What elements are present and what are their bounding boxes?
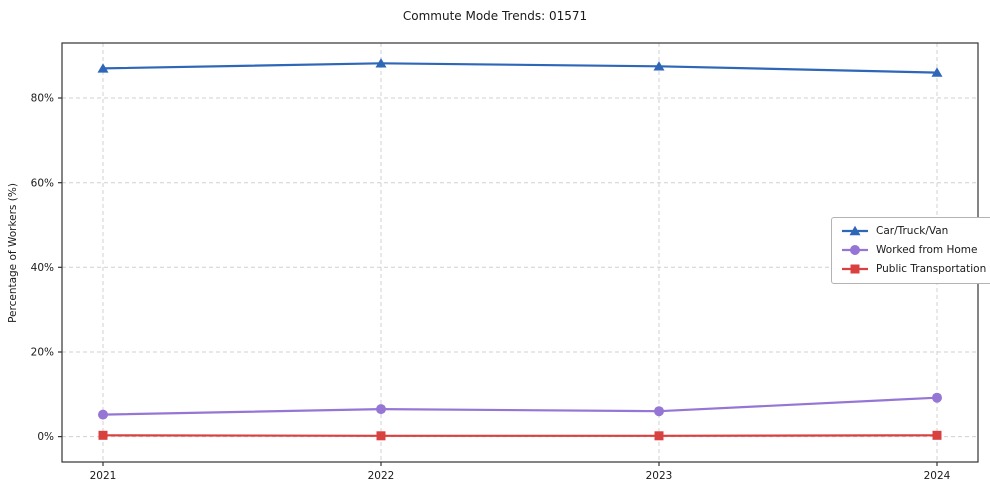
series-line bbox=[102, 396, 938, 416]
circle-marker bbox=[376, 404, 386, 415]
y-tick-label: 40% bbox=[31, 262, 54, 274]
legend-label: Car/Truck/Van bbox=[876, 225, 949, 237]
circle-marker bbox=[850, 245, 860, 255]
circle-marker bbox=[932, 392, 942, 403]
chart-title: Commute Mode Trends: 01571 bbox=[402, 9, 588, 23]
series-line bbox=[102, 434, 938, 437]
chart-legend: Car/Truck/Van Worked from Home Public Tr… bbox=[831, 217, 990, 284]
square-marker bbox=[850, 264, 860, 274]
x-tick-label: 2023 bbox=[646, 470, 673, 482]
y-tick-label: 60% bbox=[31, 177, 54, 189]
y-tick-label: 20% bbox=[31, 347, 54, 359]
square-marker bbox=[932, 430, 942, 440]
legend-item-car-truck-van: Car/Truck/Van bbox=[841, 225, 986, 237]
triangle-marker bbox=[97, 63, 109, 73]
legend-swatch-public-transportation bbox=[841, 263, 869, 275]
triangle-marker bbox=[849, 225, 861, 236]
square-marker bbox=[654, 431, 664, 441]
triangle-marker bbox=[931, 67, 943, 77]
square-marker bbox=[376, 431, 386, 441]
legend-item-worked-from-home: Worked from Home bbox=[841, 244, 986, 256]
legend-label: Worked from Home bbox=[876, 244, 978, 256]
triangle-marker bbox=[375, 58, 387, 68]
legend-label: Public Transportation bbox=[876, 263, 987, 275]
legend-swatch-worked-from-home bbox=[841, 244, 869, 256]
x-tick-label: 2021 bbox=[90, 470, 117, 482]
circle-marker bbox=[654, 406, 664, 417]
circle-marker bbox=[98, 409, 108, 420]
triangle-marker bbox=[653, 61, 665, 71]
y-tick-label: 80% bbox=[31, 93, 54, 105]
square-marker bbox=[98, 430, 108, 440]
legend-swatch-car-truck-van bbox=[841, 225, 869, 237]
legend-item-public-transportation: Public Transportation bbox=[841, 263, 986, 275]
series-line bbox=[102, 62, 938, 74]
x-tick-label: 2022 bbox=[368, 470, 395, 482]
x-tick-label: 2024 bbox=[924, 470, 951, 482]
y-tick-label: 0% bbox=[37, 431, 54, 443]
